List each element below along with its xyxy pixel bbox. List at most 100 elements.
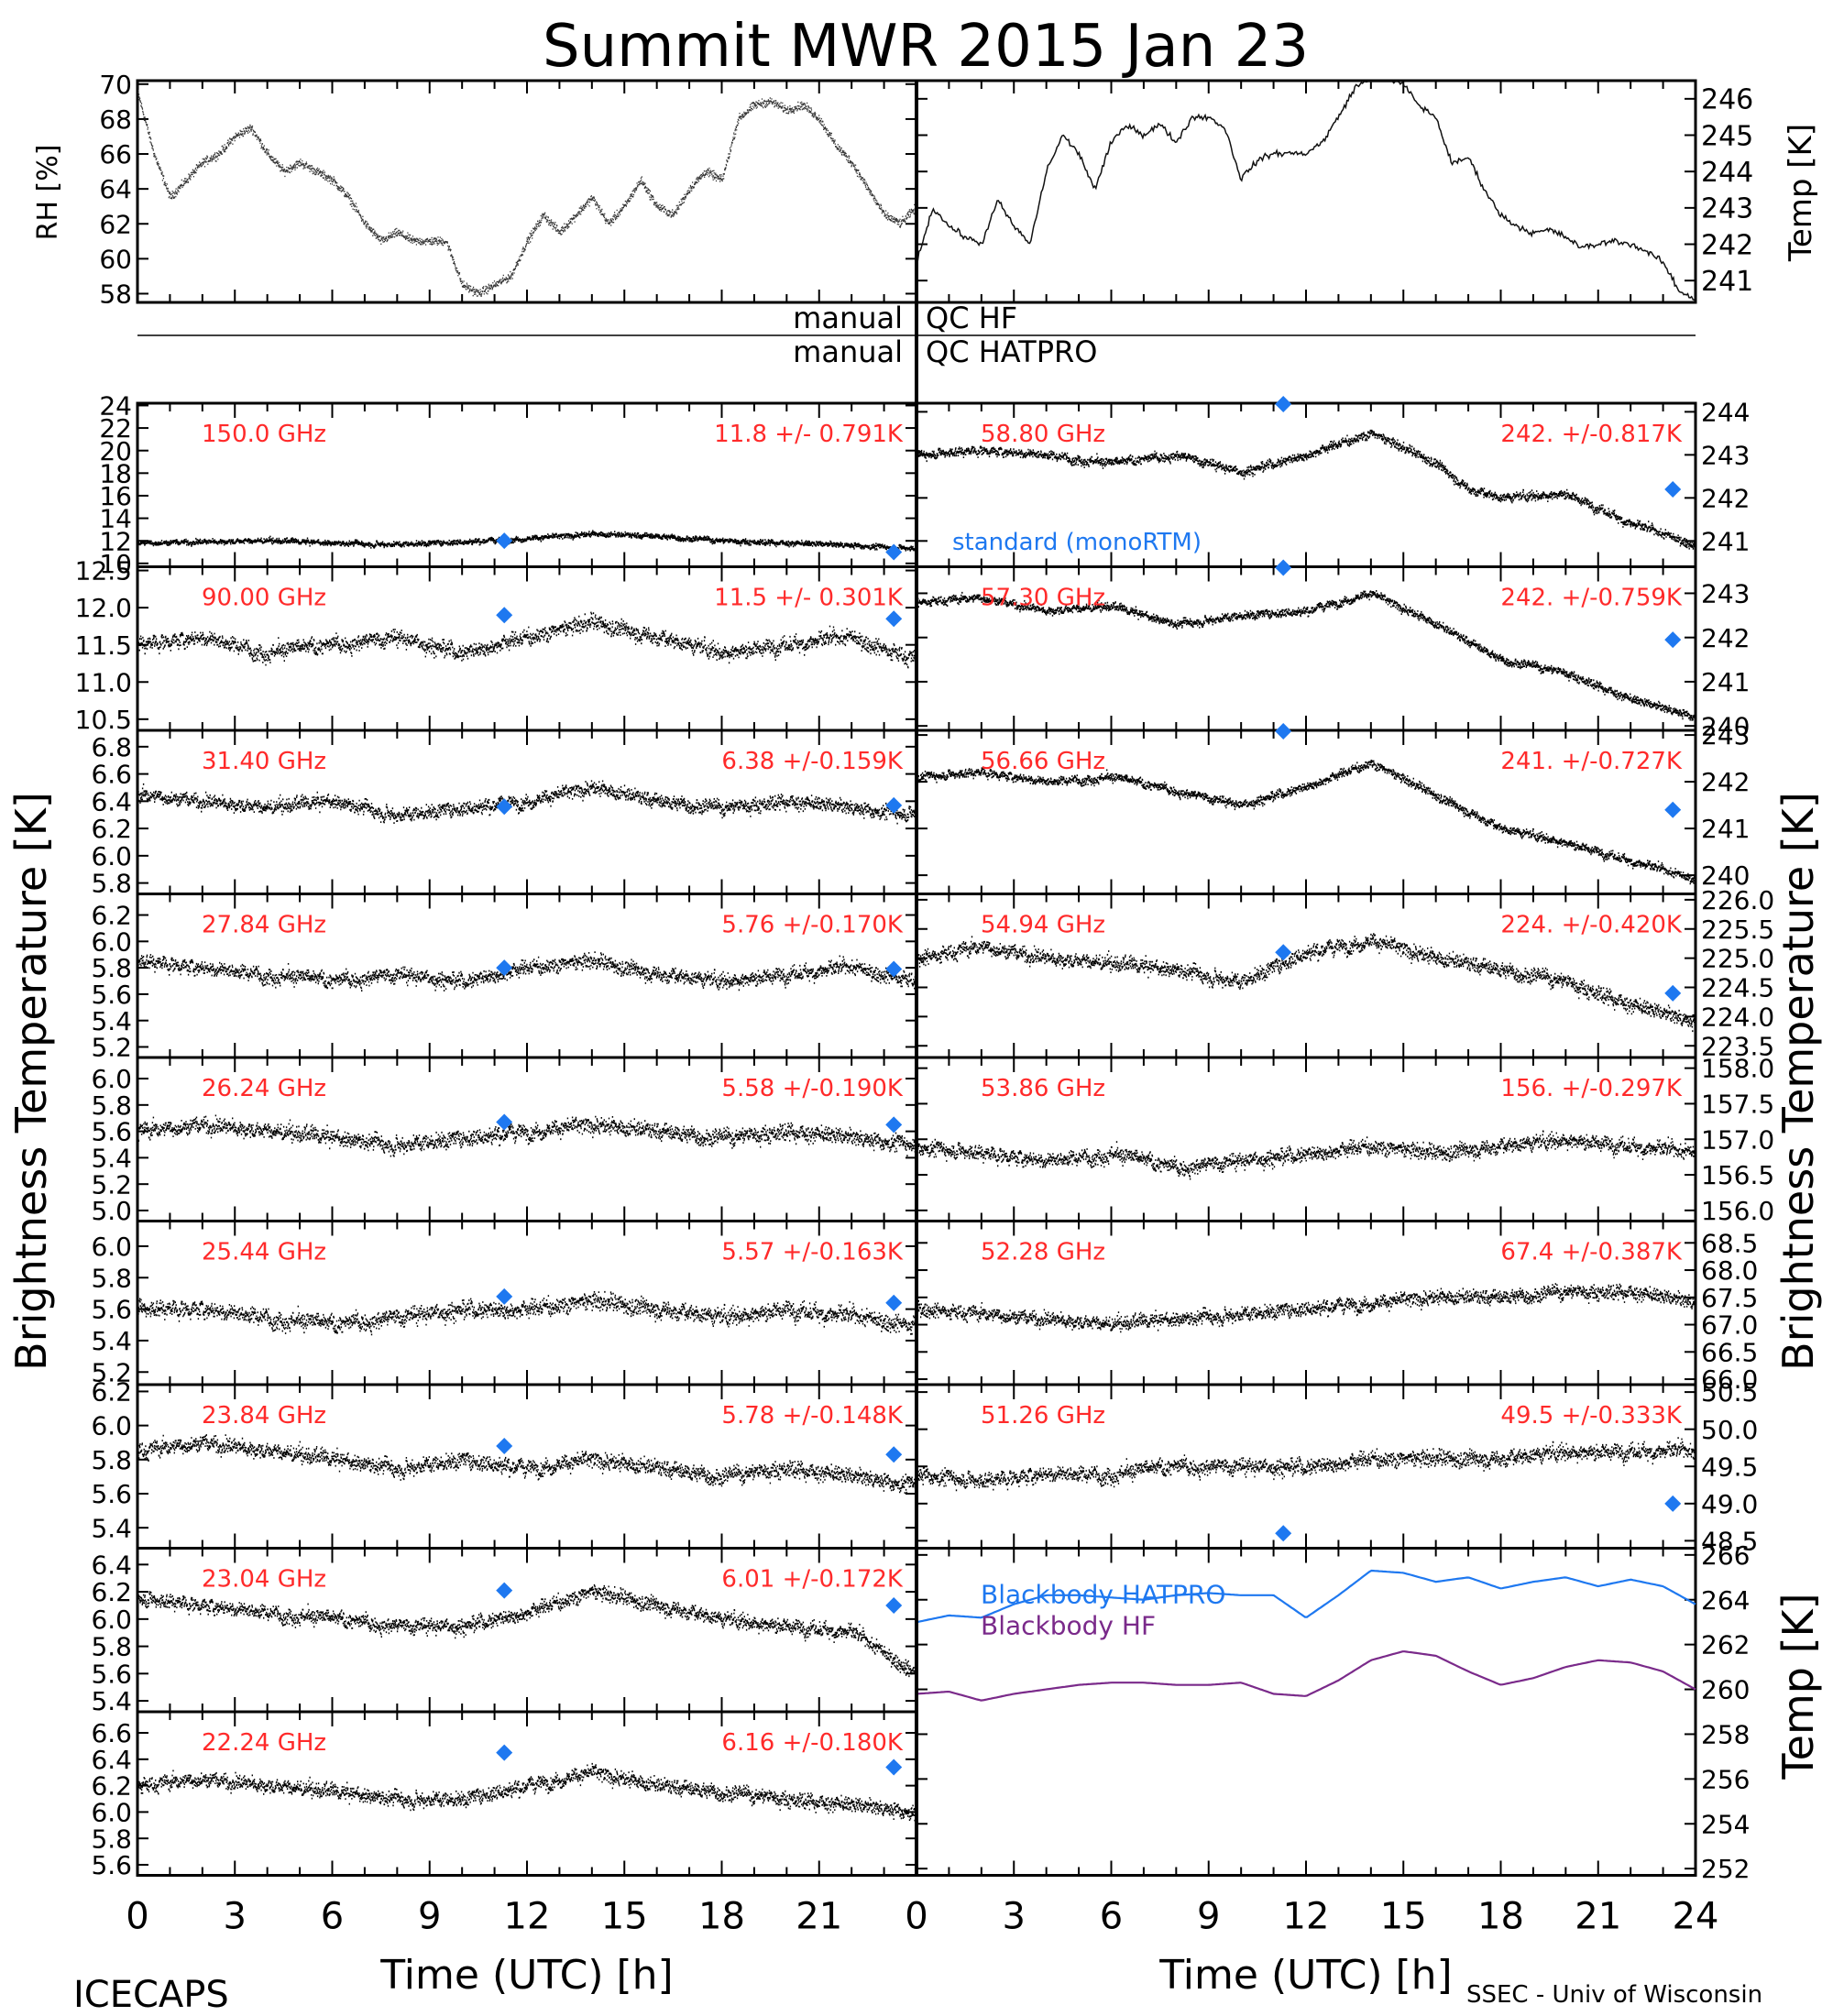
y-tick-label: 242 [1701,229,1753,261]
qc-hf-label: QC HF [926,301,1017,335]
model-point [1275,396,1292,412]
y-tick-label: 252 [1701,1854,1750,1884]
y-tick-label: 266 [1701,1540,1750,1571]
y-tick-label: 11.5 [75,630,132,661]
y-tick-label: 241 [1701,266,1753,298]
y-tick-label: 24 [99,391,132,422]
y-tick-label: 225.5 [1701,915,1774,945]
y-tick-label: 242 [1701,623,1750,653]
x-tick-label: 12 [1283,1896,1330,1938]
series-points [137,1434,918,1498]
temp-series [916,81,1696,301]
y-tick-label: 254 [1701,1809,1750,1839]
model-point [1664,631,1682,649]
y-tick-label: 5.8 [91,953,132,983]
y-tick-label: 6.2 [91,1377,132,1408]
model-point [885,1759,903,1776]
model-point [496,798,513,816]
y-tick-label: 5.2 [91,1169,132,1200]
model-point [1275,944,1292,961]
x-tick-label: 9 [418,1896,441,1938]
frequency-label: 56.66 GHz [981,748,1105,775]
y-tick-label: 6.2 [91,1577,132,1607]
frequency-label: 57.30 GHz [981,585,1105,612]
y-tick-label: 16 [99,481,132,511]
x-tick-label: 6 [1100,1896,1123,1938]
x-tick-label: 9 [1197,1896,1220,1938]
stats-label: 5.58 +/-0.190K [721,1075,904,1102]
y-tick-label: 225.0 [1701,944,1774,974]
y-tick-label: 5.8 [91,1445,132,1475]
y-tick-label: 5.6 [91,1295,132,1325]
left-x-axis-label: Time (UTC) [h] [379,1952,673,1999]
x-tick-label: 15 [1380,1896,1427,1938]
x-tick-label: 15 [601,1896,648,1938]
y-tick-label: 241 [1701,526,1750,556]
model-point [885,1116,903,1134]
y-tick-label: 241 [1701,667,1750,697]
y-tick-label: 158.0 [1701,1054,1774,1084]
y-tick-label: 14 [99,504,132,534]
stats-label: 242. +/-0.759K [1500,585,1683,612]
y-tick-label: 241 [1701,814,1750,844]
y-tick-label: 6.0 [91,1797,132,1827]
y-tick-label: 5.6 [91,980,132,1010]
stats-label: 241. +/-0.727K [1500,748,1683,775]
stats-label: 11.5 +/- 0.301K [714,585,904,612]
model-point [885,610,903,628]
model-point [1664,480,1682,498]
y-tick-label: 5.4 [91,1513,132,1543]
temp-y-axis-label: Temp [K] [1783,124,1819,262]
rh-series [137,90,918,297]
y-tick-label: 66.5 [1701,1337,1758,1367]
left-y-axis-label: Brightness Temperature [K] [6,792,56,1371]
x-tick-label: 6 [321,1896,344,1938]
model-point [885,1294,903,1311]
stats-label: 11.8 +/- 0.791K [714,421,904,448]
y-tick-label: 256 [1701,1764,1750,1794]
y-tick-label: 157.5 [1701,1090,1774,1120]
right-x-axis-label: Time (UTC) [h] [1158,1952,1452,1999]
y-tick-label: 6.4 [91,1745,132,1775]
footer-right: SSEC - Univ of Wisconsin [1466,1981,1762,2009]
stats-label: 49.5 +/-0.333K [1500,1402,1683,1430]
blackbody-y-axis-label: Temp [K] [1773,1593,1823,1780]
frequency-label: 54.94 GHz [981,912,1105,939]
y-tick-label: 6.0 [91,1232,132,1262]
x-tick-label: 18 [698,1896,745,1938]
y-tick-label: 243 [1701,579,1750,609]
y-tick-label: 224.0 [1701,1002,1774,1032]
y-tick-label: 12 [99,526,132,556]
y-tick-label: 66 [99,139,132,170]
y-tick-label: 5.8 [91,1263,132,1293]
y-tick-label: 243 [1701,193,1753,225]
y-tick-label: 6.4 [91,786,132,816]
stats-label: 156. +/-0.297K [1500,1075,1683,1102]
y-tick-label: 5.8 [91,869,132,899]
y-tick-label: 6.0 [91,926,132,957]
plot-area: 5860626466687024124224324424524610121416… [75,70,1775,1938]
y-tick-label: 5.4 [91,1686,132,1716]
x-tick-label: 0 [905,1896,927,1938]
y-tick-label: 224.5 [1701,973,1774,1003]
y-tick-label: 240 [1701,860,1750,891]
model-point [496,1437,513,1454]
y-tick-label: 156.5 [1701,1160,1774,1190]
model-point [496,959,513,977]
rh-y-axis-label: RH [%] [32,145,64,241]
y-tick-label: 6.0 [91,1064,132,1094]
model-point [496,1113,513,1131]
y-tick-label: 68.5 [1701,1228,1758,1258]
y-tick-label: 12.5 [75,556,132,586]
x-tick-label: 21 [796,1896,842,1938]
model-point [885,1596,903,1614]
x-tick-label: 0 [126,1896,148,1938]
y-tick-label: 18 [99,458,132,488]
y-tick-label: 5.6 [91,1479,132,1509]
model-point [496,1582,513,1599]
y-tick-label: 6.0 [91,1411,132,1441]
y-tick-label: 242 [1701,483,1750,513]
x-tick-label: 12 [504,1896,551,1938]
y-tick-label: 156.0 [1701,1196,1774,1226]
series-points [137,611,918,669]
